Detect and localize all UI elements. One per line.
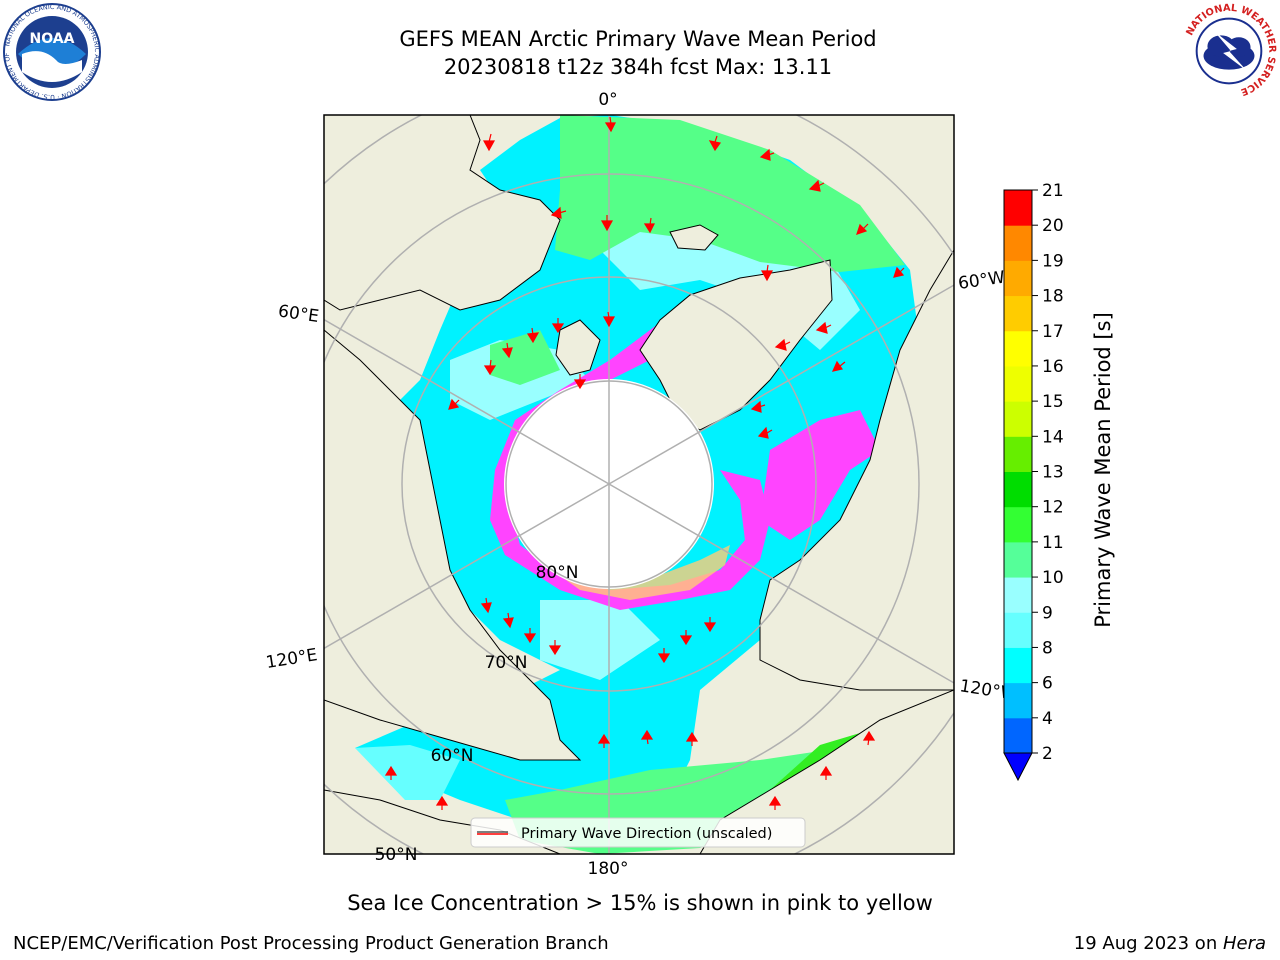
colorbar-tick-label: 15 [1042, 392, 1064, 412]
svalbard-land [555, 319, 601, 376]
noaa-logo: NATIONAL OCEANIC AND ATMOSPHERIC ADMINIS… [2, 2, 101, 101]
colorbar-segment [1004, 612, 1032, 648]
map-frame [323, 114, 955, 855]
scandinavia-land [324, 115, 561, 311]
iceland-land [669, 224, 719, 251]
colorbar-segment [1004, 401, 1032, 437]
lat-label-50n: 50°N [375, 845, 418, 865]
colorbar-segment [1004, 647, 1032, 684]
lon-label-0: 0° [598, 90, 617, 110]
colorbar-segment [1004, 682, 1032, 719]
lat-label-60n: 60°N [431, 746, 474, 766]
sea-ice-edge [490, 300, 770, 610]
siberia-land [324, 329, 582, 761]
lon-label-120e: 120°E [265, 645, 319, 673]
period-8-9-area [540, 600, 660, 680]
footer-host: Hera [1222, 933, 1266, 954]
colorbar-tick-label: 16 [1042, 357, 1064, 377]
colorbar-tick-label: 14 [1042, 427, 1064, 447]
colorbar-segment [1004, 717, 1032, 754]
footer-credit: NCEP/EMC/Verification Post Processing Pr… [13, 933, 609, 954]
sea-ice-edge [760, 410, 880, 540]
colorbar-segments [1004, 190, 1032, 754]
colorbar-tick-label: 9 [1042, 603, 1053, 623]
colorbar-segment [1004, 577, 1032, 613]
colorbar-tick-label: 8 [1042, 638, 1053, 658]
colorbar-tick-label: 12 [1042, 498, 1064, 518]
noaa-logo-text: NOAA [30, 31, 75, 47]
colorbar: 2 4 6 8 9 10 11 12 13 14 15 16 17 18 19 20 21 Primary Wa… [1003, 181, 1115, 782]
colorbar-tick-label: 13 [1042, 463, 1064, 483]
colorbar-segment [1004, 541, 1032, 578]
map-title: GEFS MEAN Arctic Primary Wave Mean Perio… [399, 27, 877, 51]
colorbar-tick-label: 6 [1042, 674, 1053, 694]
wave-direction-arrows [384, 116, 905, 810]
colorbar-segment [1004, 436, 1032, 472]
period-8-area [355, 745, 460, 800]
colorbar-tick-label: 20 [1042, 216, 1064, 236]
colorbar-tick-label: 2 [1042, 744, 1053, 764]
colorbar-tick-label: 10 [1042, 568, 1064, 588]
period-9-10-area [555, 115, 905, 272]
footer-date-text: 19 Aug 2023 on [1073, 933, 1223, 954]
colorbar-tick-label: 4 [1042, 709, 1053, 729]
colorbar-segment [1004, 506, 1032, 543]
nws-logo: NATIONAL WEATHER SERVICE [1181, 3, 1277, 99]
colorbar-ticks: 2 4 6 8 9 10 11 12 13 14 15 16 17 18 19 20 21 [1032, 181, 1064, 764]
greenland-land [639, 259, 833, 431]
map-legend [470, 817, 806, 848]
colorbar-segment [1004, 365, 1032, 402]
colorbar-extend [1003, 752, 1033, 782]
canada-land [759, 249, 954, 691]
colorbar-segment [1004, 295, 1032, 332]
colorbar-label: Primary Wave Mean Period [s] [1091, 312, 1115, 628]
sea-ice-note: Sea Ice Concentration > 15% is shown in … [347, 891, 933, 915]
map-subtitle: 20230818 t12z 384h fcst Max: 13.11 [443, 55, 833, 79]
meridian-lines [324, 115, 954, 854]
lat-label-70n: 70°N [485, 653, 528, 673]
legend-label: Primary Wave Direction (unscaled) [521, 826, 772, 842]
colorbar-segment [1004, 225, 1032, 261]
colorbar-tick-label: 21 [1042, 181, 1064, 201]
lat-label-80n: 80°N [536, 563, 579, 583]
colorbar-segment [1004, 260, 1032, 297]
colorbar-tick-label: 17 [1042, 322, 1064, 342]
colorbar-segment [1004, 190, 1032, 226]
footer-date: 19 Aug 2023 on Hera [1074, 933, 1266, 954]
colorbar-tick-label: 11 [1042, 533, 1064, 553]
colorbar-tick-label: 18 [1042, 287, 1064, 307]
colorbar-tick-label: 19 [1042, 251, 1064, 271]
lon-label-180: 180° [588, 859, 629, 879]
colorbar-segment [1004, 471, 1032, 508]
lon-label-60e: 60°E [277, 301, 320, 326]
colorbar-segment [1004, 330, 1032, 367]
